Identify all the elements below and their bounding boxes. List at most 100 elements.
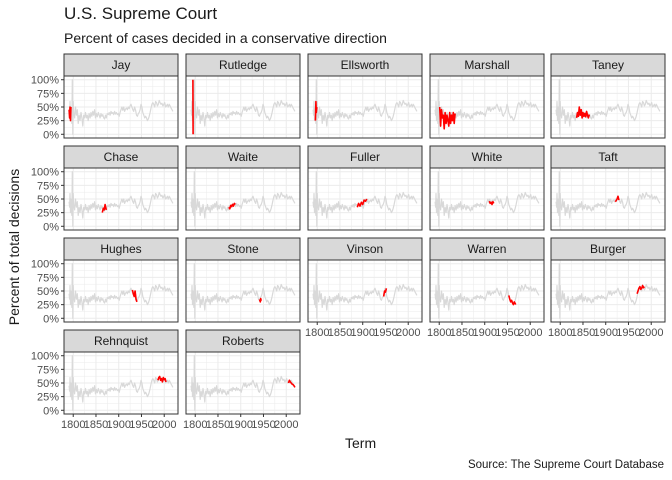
- court-line-hughes: [131, 289, 138, 303]
- panel-border: [429, 75, 545, 139]
- all-courts-line: [555, 263, 661, 319]
- facet-taft: Taft: [550, 145, 666, 231]
- facet-label: Taft: [598, 150, 618, 164]
- all-courts-line: [555, 171, 661, 227]
- x-tick-label: 1800: [305, 327, 329, 339]
- all-courts-line: [190, 263, 296, 319]
- y-tick-label: 25%: [37, 392, 59, 404]
- facet-label: Jay: [112, 58, 131, 72]
- y-tick-label: 75%: [37, 272, 59, 284]
- panel-border: [185, 351, 301, 415]
- facet-fuller: Fuller: [307, 145, 423, 231]
- all-courts-line: [434, 263, 540, 319]
- facet-label: Waite: [228, 150, 259, 164]
- facet-label: Rutledge: [219, 58, 267, 72]
- y-tick-label: 75%: [37, 88, 59, 100]
- y-tick-label: 75%: [37, 180, 59, 192]
- panel-border: [550, 75, 666, 139]
- facet-label: Hughes: [100, 242, 141, 256]
- facet-label: Roberts: [222, 334, 264, 348]
- panel-border: [429, 167, 545, 231]
- y-tick-label: 25%: [37, 116, 59, 128]
- court-line-marshall: [438, 106, 456, 130]
- facet-hughes: Hughes 0%25% 50% 75%100%: [31, 237, 179, 325]
- all-courts-line: [312, 263, 418, 319]
- facet-taney: Taney: [550, 53, 666, 139]
- facet-label: Chase: [104, 150, 139, 164]
- panel-border: [307, 259, 423, 323]
- x-tick-label: 2000: [518, 327, 542, 339]
- court-line-stone: [258, 297, 262, 303]
- y-tick-label: 100%: [31, 259, 59, 271]
- facet-label: Burger: [590, 242, 626, 256]
- court-line-taney: [575, 106, 591, 119]
- court-line-fuller: [356, 198, 368, 208]
- all-courts-line: [312, 171, 418, 227]
- y-tick-label: 0%: [43, 405, 59, 417]
- x-tick-label: 1800: [427, 327, 451, 339]
- facet-jay: Jay 0%25% 50% 75%100%: [31, 53, 179, 141]
- y-tick-label: 100%: [31, 167, 59, 179]
- panel-border: [185, 259, 301, 323]
- x-tick-label: 1850: [84, 419, 108, 431]
- facet-label: Fuller: [350, 150, 380, 164]
- facet-waite: Waite: [185, 145, 301, 231]
- all-courts-line: [68, 171, 174, 227]
- x-tick-label: 1950: [129, 419, 153, 431]
- x-tick-label: 1950: [251, 419, 275, 431]
- y-tick-label: 25%: [37, 300, 59, 312]
- all-courts-line: [190, 79, 296, 135]
- y-tick-label: 100%: [31, 75, 59, 87]
- x-tick-label: 1800: [548, 327, 572, 339]
- y-tick-label: 0%: [43, 221, 59, 233]
- panel-border: [550, 167, 666, 231]
- x-tick-label: 1800: [61, 419, 85, 431]
- x-tick-label: 1900: [472, 327, 496, 339]
- x-tick-label: 1950: [373, 327, 397, 339]
- court-line-roberts: [287, 379, 296, 388]
- x-tick-label: 1850: [206, 419, 230, 431]
- facet-stone: Stone: [185, 237, 301, 323]
- y-tick-label: 50%: [37, 378, 59, 390]
- facet-label: Marshall: [464, 58, 509, 72]
- facet-label: White: [472, 150, 503, 164]
- chart-subtitle: Percent of cases decided in a conservati…: [64, 30, 387, 46]
- all-courts-line: [190, 355, 296, 411]
- y-tick-label: 50%: [37, 102, 59, 114]
- x-tick-label: 1950: [495, 327, 519, 339]
- y-tick-label: 0%: [43, 129, 59, 141]
- x-tick-label: 2000: [639, 327, 663, 339]
- court-line-jay: [68, 106, 72, 122]
- facet-label: Rehnquist: [94, 334, 149, 348]
- x-tick-label: 2000: [274, 419, 298, 431]
- court-line-taft: [614, 195, 620, 203]
- panel-border: [550, 259, 666, 323]
- facet-label: Ellsworth: [341, 58, 390, 72]
- all-courts-line: [68, 355, 174, 411]
- all-courts-line: [555, 79, 661, 135]
- x-tick-label: 2000: [396, 327, 420, 339]
- y-tick-label: 0%: [43, 313, 59, 325]
- y-tick-label: 25%: [37, 208, 59, 220]
- panel-border: [185, 75, 301, 139]
- source-caption: Source: The Supreme Court Database: [467, 459, 664, 471]
- x-tick-label: 1900: [593, 327, 617, 339]
- x-tick-label: 1950: [616, 327, 640, 339]
- all-courts-line: [190, 171, 296, 227]
- all-courts-line: [68, 263, 174, 319]
- x-tick-label: 1900: [350, 327, 374, 339]
- court-line-warren: [508, 295, 517, 306]
- all-courts-line: [434, 171, 540, 227]
- facet-label: Stone: [227, 242, 259, 256]
- court-line-chase: [101, 203, 108, 213]
- all-courts-line: [312, 79, 418, 135]
- x-axis-label: Term: [345, 435, 377, 451]
- x-tick-label: 2000: [152, 419, 176, 431]
- facet-ellsworth: Ellsworth: [307, 53, 423, 139]
- facet-marshall: Marshall: [429, 53, 545, 139]
- x-tick-label: 1850: [450, 327, 474, 339]
- panel-border: [307, 75, 423, 139]
